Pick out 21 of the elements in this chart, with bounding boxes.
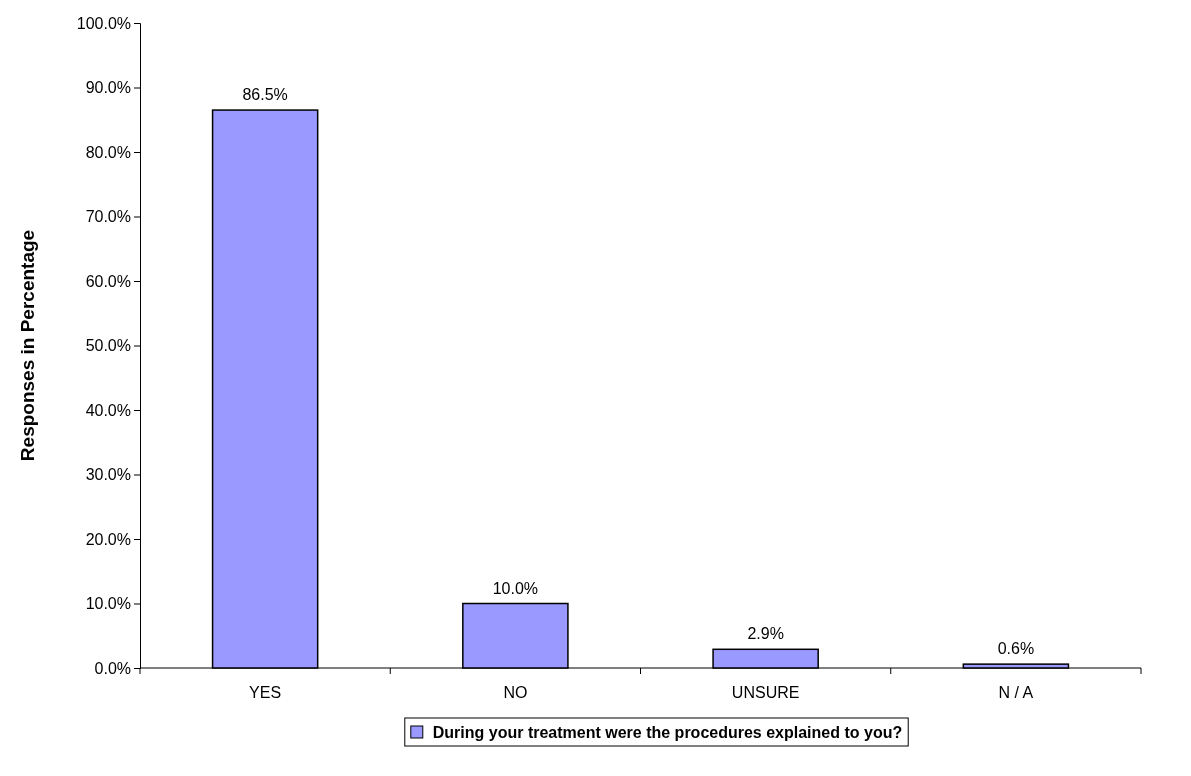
y-tick-label: 70.0% <box>85 208 131 226</box>
x-tick-label: NO <box>503 684 528 701</box>
x-tick-label: UNSURE <box>731 684 800 701</box>
y-tick-label: 20.0% <box>85 530 131 548</box>
y-tick-label: 10.0% <box>85 595 131 613</box>
x-tick-label: YES <box>249 684 282 701</box>
y-tick-label: 0.0% <box>94 659 131 677</box>
legend-label: During your treatment were the procedures explained to you? <box>432 724 903 741</box>
y-tick-label: 60.0% <box>85 272 131 290</box>
data-label: 0.6% <box>997 640 1035 658</box>
y-tick-label: 90.0% <box>85 79 131 97</box>
data-label: 2.9% <box>747 625 784 643</box>
y-axis-title: Responses in Percentage <box>17 229 38 462</box>
data-label: 86.5% <box>242 86 288 104</box>
y-tick-label: 30.0% <box>85 466 131 484</box>
y-tick-label: 100.0% <box>76 14 131 32</box>
y-tick-label: 40.0% <box>85 401 131 419</box>
x-tick-label: N / A <box>998 684 1034 701</box>
y-tick-label: 80.0% <box>85 143 131 161</box>
data-label: 10.0% <box>492 579 539 597</box>
y-tick-label: 50.0% <box>85 337 131 355</box>
